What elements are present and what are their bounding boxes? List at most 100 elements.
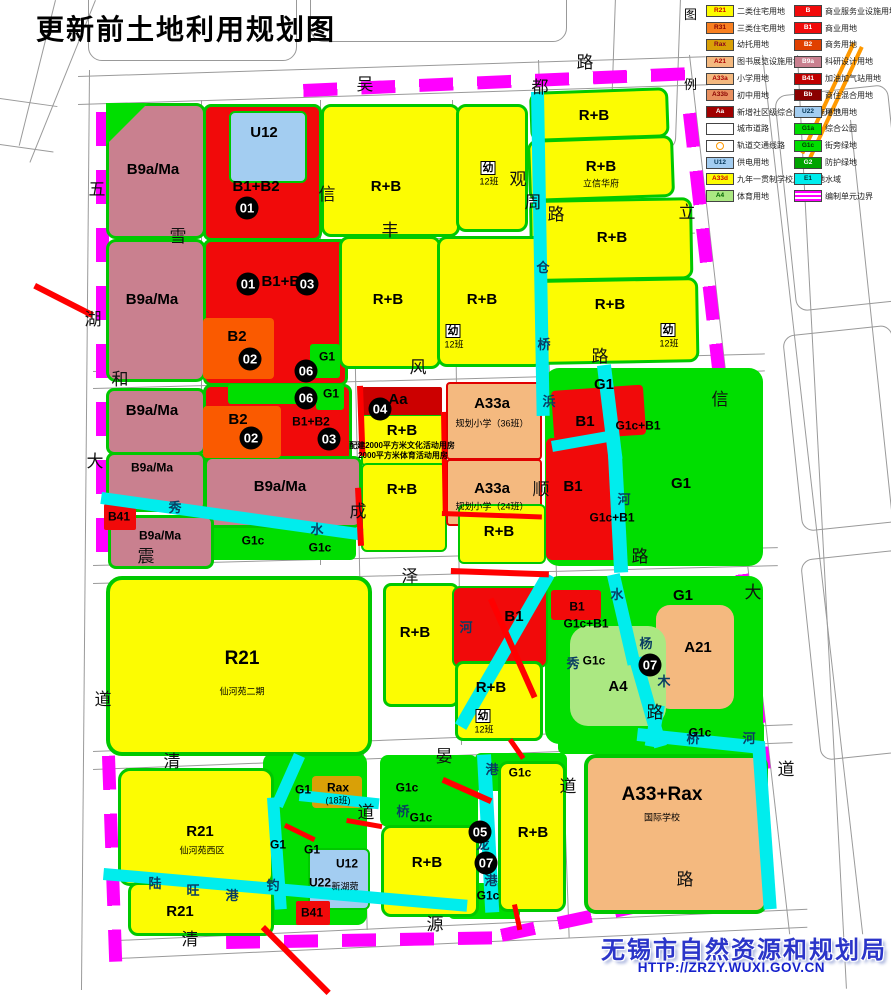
street-name-char: 成 [349,502,367,522]
water-name-char: 秀 [566,656,580,672]
legend-item: A33d 九年一贯制学校用地用地 [706,171,841,188]
water-name-char: 河 [617,492,631,508]
parcel-label: B2 [227,328,247,346]
parcel-label: 2000平方米体育活动用房 [358,450,448,460]
watermark-text: 无锡市自然资源和规划局 [601,938,887,964]
parcel-label: 幼 [660,323,676,337]
legend-item: A33b 初中用地 [706,87,841,104]
street-name-char: 吴 [356,75,374,95]
legend-column-right: B 商业服务业设施用地 B1 商业用地 B2 商务用地 B9a 科研设计用地 B41 加油加气站用… [794,3,891,205]
parcel-label: U12 [335,856,359,871]
street-name-char: 路 [676,870,694,890]
unit-marker-07: 07 [638,653,662,677]
parcel-label: R+B [585,158,617,176]
water-name-char: 桥 [686,731,700,747]
parcel-label: R+B [596,229,628,247]
road-line [80,70,91,990]
legend-swatch: A21 [706,55,734,68]
street-name-char: 道 [777,760,795,780]
parcel-b1 [551,590,601,620]
water-name-char: 港 [484,873,498,889]
street-name-char: 五 [88,180,106,200]
parcel-label: A21 [684,639,712,657]
parcel-label: G1c [508,765,532,780]
legend-swatch: Aa [706,106,734,119]
unit-marker-03: 03 [317,427,341,451]
water-name-char: 杨 [639,636,653,652]
unit-marker-02: 02 [239,426,263,450]
legend-swatch: Bb [794,89,822,102]
page-title: 更新前土地利用规划图 [36,14,337,45]
parcel-label: B9a/Ma [126,161,180,179]
legend-label: 综合公园 [825,124,857,134]
water-name-char: 桥 [396,804,410,820]
parcel-label: R+B [372,291,404,309]
parcel-label: A33a [474,480,510,498]
parcel-rb [437,236,544,367]
parcel-label: G1c+B1 [615,418,661,433]
legend-label: 环卫用地 [825,107,857,117]
parcel-label: G1 [303,842,321,857]
legend-label: 体育用地 [737,191,769,201]
context-block [800,548,891,761]
parcel-rb [498,761,566,912]
parcel-label: 仙河苑二期 [219,686,265,697]
parcel-label: R+B [386,481,418,499]
legend-swatch: B [794,5,822,18]
street-name-char: 泽 [401,567,419,587]
parcel-rb [321,104,460,237]
water-name-char: 水 [610,587,624,603]
parcel-label: B1 [575,413,595,431]
legend-swatch: R21 [706,5,734,18]
legend-swatch: B41 [794,72,822,85]
parcel-label: G1 [322,386,340,401]
parcel-label: 规划小学（24班） [455,501,529,512]
parcel-label: G1 [294,782,312,797]
water-name-char: 河 [459,620,473,636]
legend-label: 幼托用地 [737,40,769,50]
parcel-label: 幼 [445,324,461,338]
parcel-g1-corner [316,384,344,410]
legend-label: 科研设计用地 [825,57,873,67]
legend-label: 防护绿地 [825,158,857,168]
legend-swatch: B2 [794,38,822,51]
legend-item: G1c 街旁绿地 [794,137,891,154]
street-name-char: 道 [559,777,577,797]
street-name-char: 信 [318,185,336,205]
red-line [450,568,549,578]
legend-item: A33a 小学用地 [706,70,841,87]
parcel-rb [532,277,700,365]
road-line [0,144,54,153]
parcel-label: U12 [250,124,278,142]
street-name-char: 丰 [381,221,399,241]
street-name-char: 路 [547,205,565,225]
unit-marker-02: 02 [238,347,262,371]
parcel-label: 国际学校 [643,812,681,823]
parcel-label: B9a/Ma [125,402,179,420]
parcel-label: B41 [300,905,324,920]
parcel-label: B9a/Ma [130,460,174,475]
street-name-char: 周 [524,193,542,213]
water-name-char: 港 [485,762,499,778]
street-name-char: 路 [646,703,664,723]
legend-label: 编制单元边界 [825,191,873,201]
parcel-label: G1c [582,653,606,668]
street-name-char: 信 [711,390,729,410]
legend-item: G1a 综合公园 [794,121,891,138]
unit-marker-05: 05 [468,820,492,844]
legend-item: G2 防护绿地 [794,154,891,171]
parcel-label: B1 [569,599,585,614]
water-name-char: 陆 [148,876,162,892]
parcel-u12 [229,111,307,183]
legend-item: Aa 新增社区级综合服务设施用地 [706,104,841,121]
parcel-label: A4 [608,678,628,696]
parcel-label: G1c [409,810,433,825]
legend-label: 商务用地 [825,40,857,50]
street-name-char: 源 [426,915,444,935]
legend-item: E1 水域 [794,171,891,188]
parcel-r21 [106,576,372,756]
street-name-char: 观 [509,170,527,190]
parcel-label: G1 [670,475,692,493]
legend-label: 加油加气站用地 [825,74,881,84]
